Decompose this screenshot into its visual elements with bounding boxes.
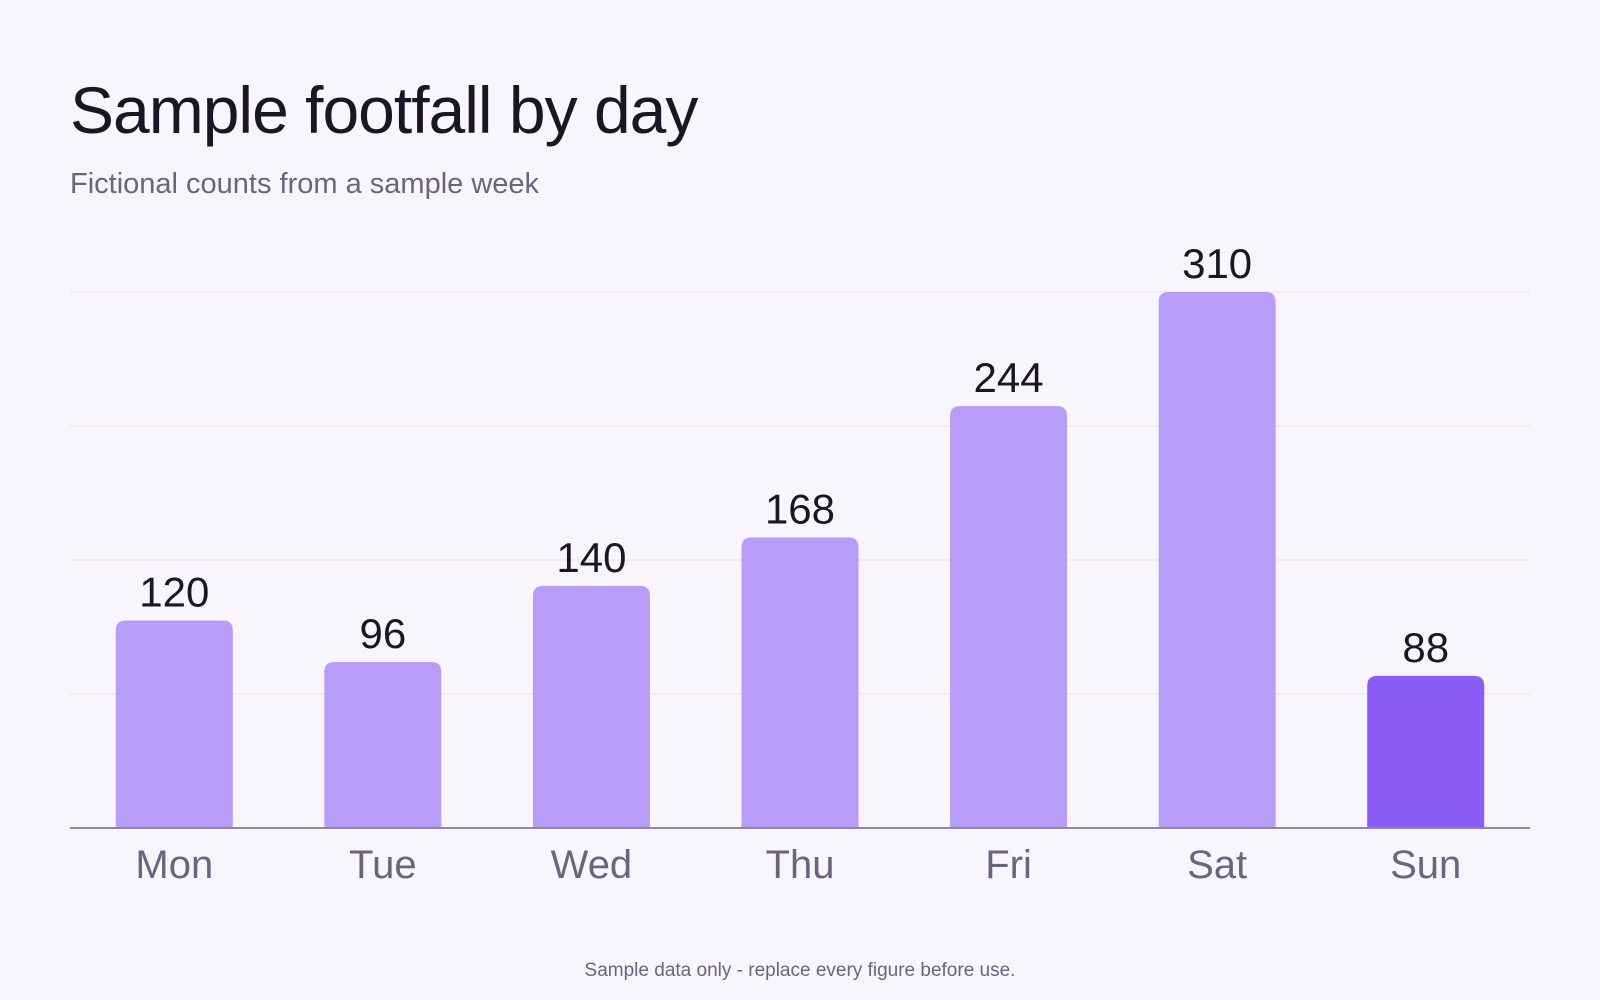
x-tick-label: Fri [985,843,1032,887]
bar-value-label: 88 [1402,624,1449,671]
footnote: Sample data only - replace every figure … [584,960,1016,981]
bar-value-label: 120 [139,569,209,616]
bar-mon [115,620,233,828]
bar-value-label: 140 [556,534,626,581]
bar-wed [532,585,650,828]
bar-value-label: 96 [359,610,406,657]
x-tick-label: Mon [135,843,213,887]
bar-value-label: 244 [974,354,1044,401]
bar-tue [324,662,442,828]
bar-value-label: 168 [765,486,835,533]
bar-value-label: 310 [1182,240,1252,287]
x-tick-label: Thu [766,843,835,887]
x-tick-label: Sat [1187,843,1247,887]
chart-title: Sample footfall by day [70,73,698,147]
x-tick-label: Tue [349,843,416,887]
x-tick-label: Sun [1390,843,1461,887]
bar-fri [950,406,1068,828]
bar-sun [1367,675,1485,828]
x-tick-label: Wed [551,843,633,887]
chart-subtitle: Fictional counts from a sample week [70,168,540,200]
bar-sat [1158,292,1276,828]
bar-thu [741,537,859,828]
